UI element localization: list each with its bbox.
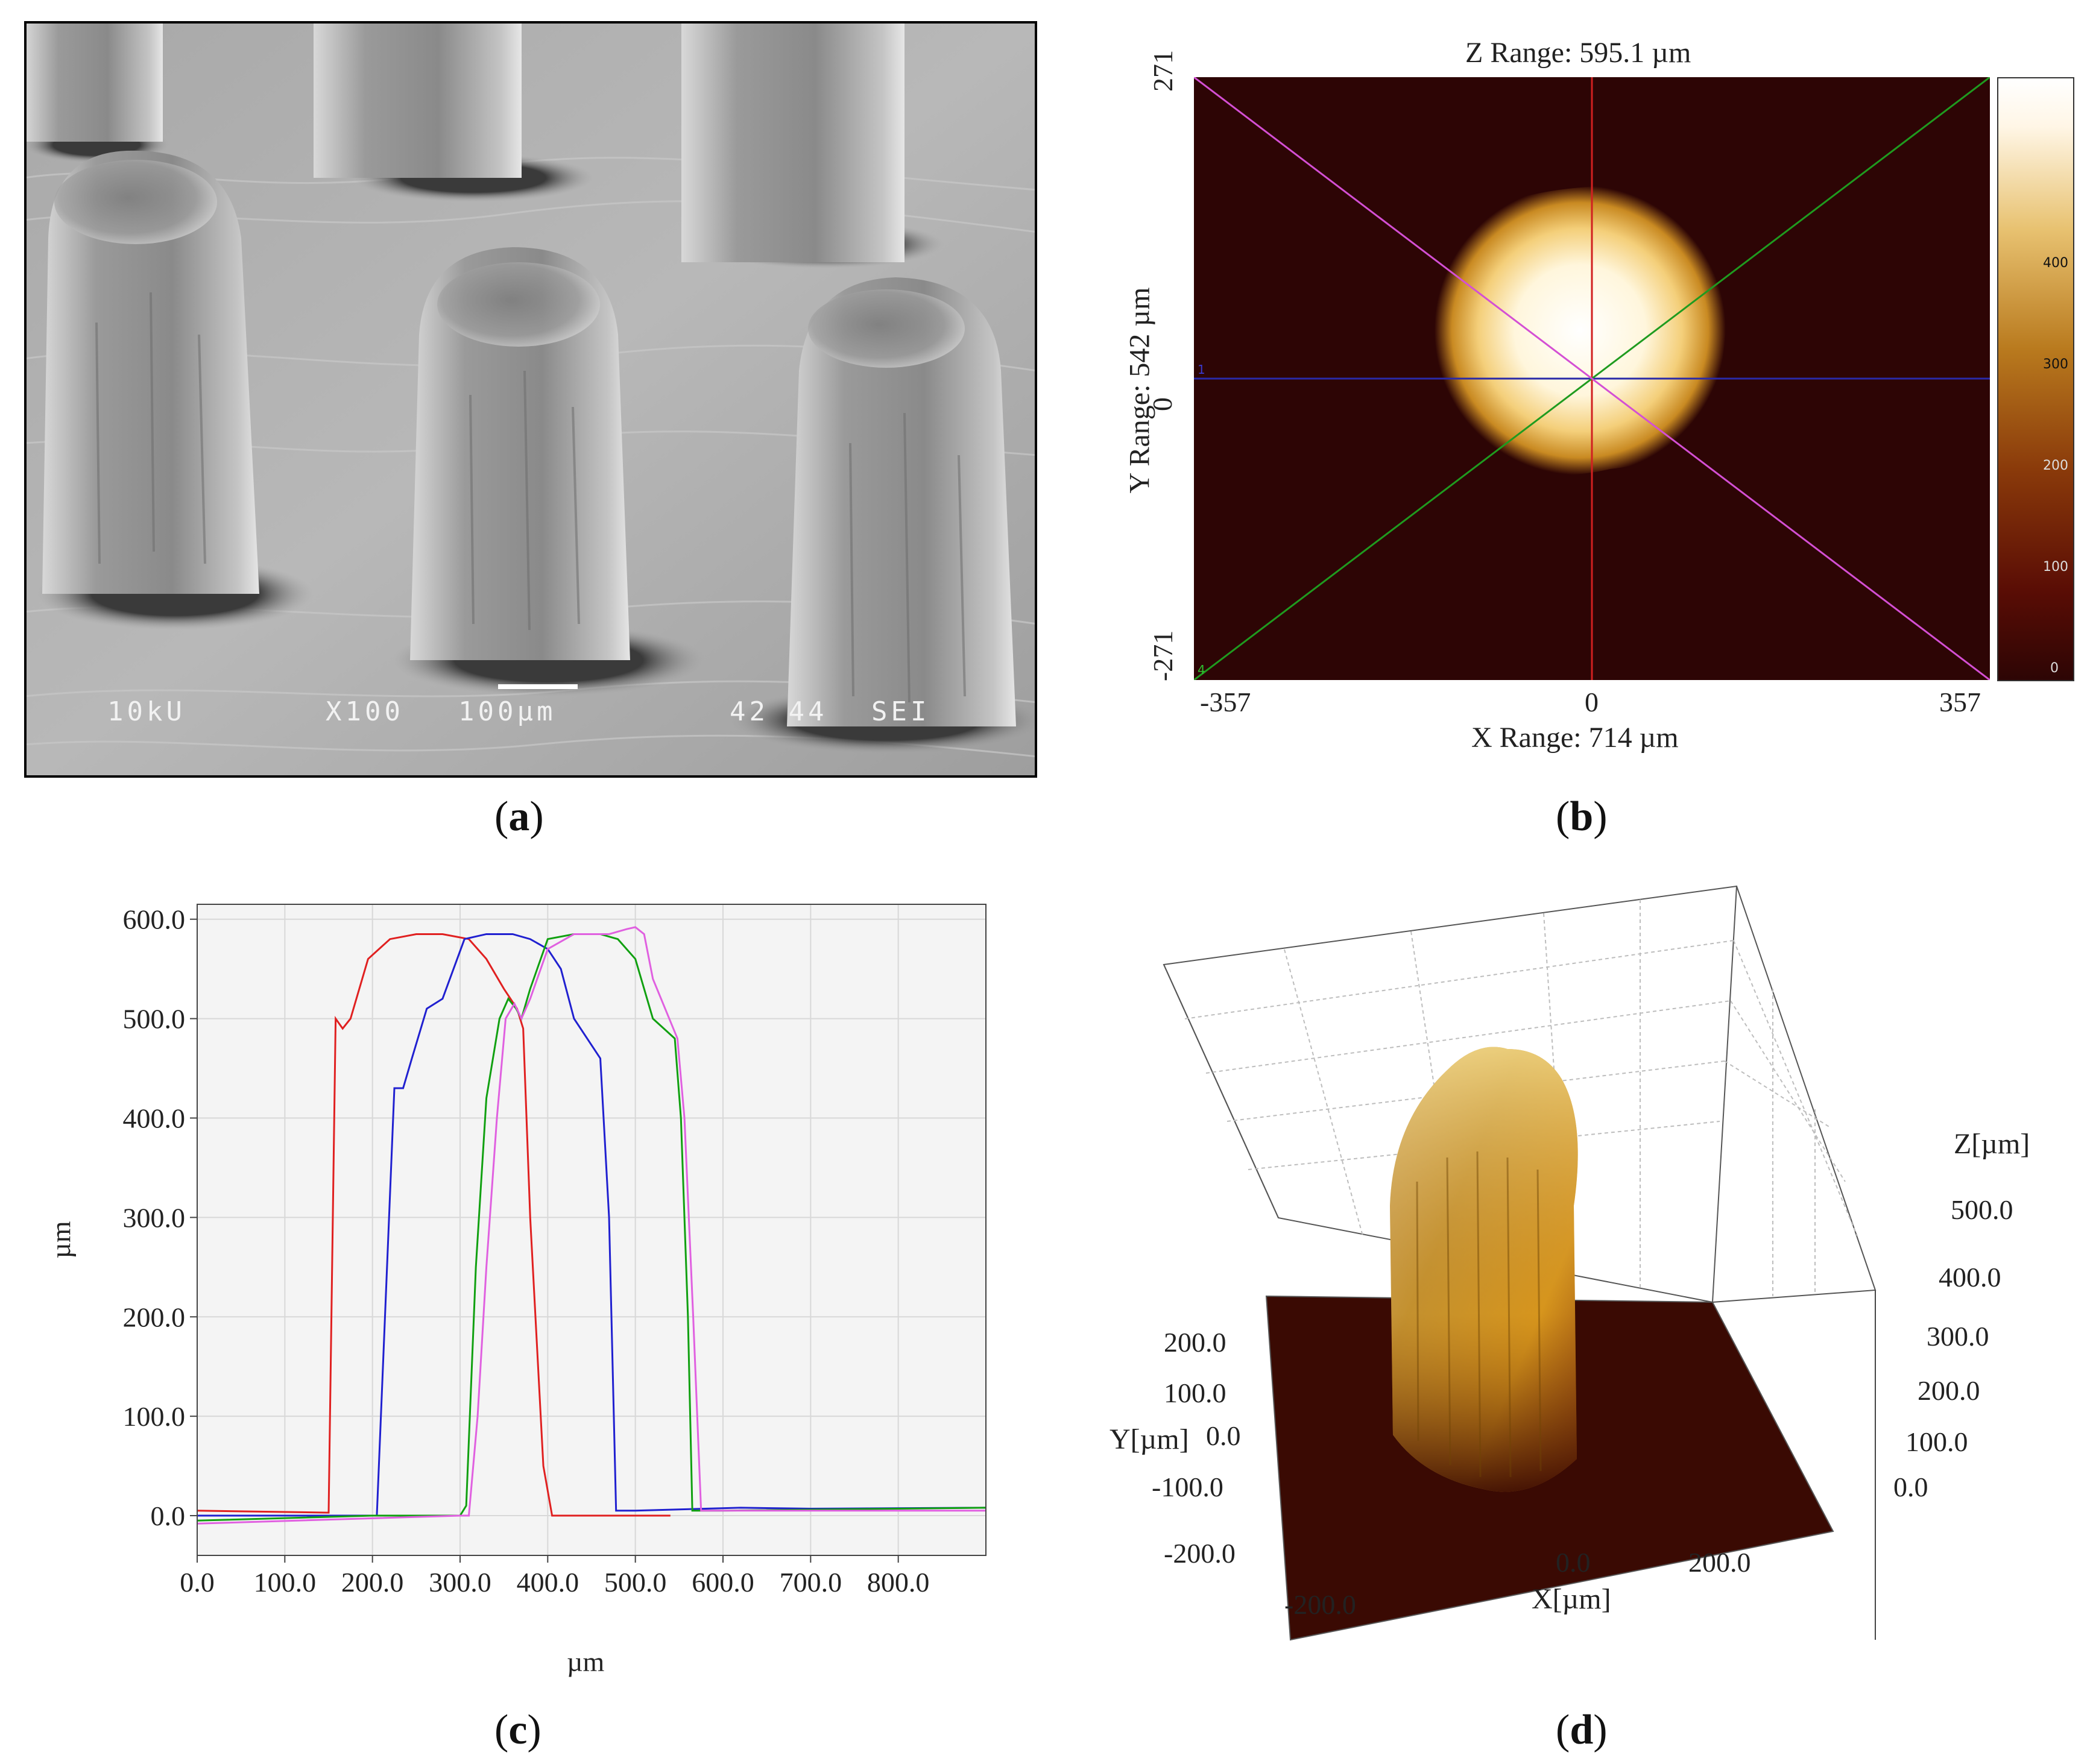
series-magenta — [197, 926, 986, 1525]
colorbar-tick-0: 0 — [2050, 661, 2059, 676]
y-range-label: Y Range: 542 µm — [1123, 287, 1156, 494]
z-axis-label: Z[µm] — [1954, 1128, 2030, 1160]
sem-magnification: X100 — [326, 696, 404, 727]
x-tick-label: 700.0 — [780, 1567, 842, 1598]
sem-pillar-front — [36, 150, 1037, 754]
surface-column — [1390, 1047, 1578, 1492]
x-tick-200: 200.0 — [1688, 1547, 1751, 1578]
caption-b: (b) — [1556, 793, 1608, 840]
y-tick-label: 500.0 — [123, 1004, 186, 1035]
surface-3d — [1163, 885, 1877, 1641]
y-tick-top: 271 — [1148, 50, 1178, 92]
z-tick-0: 0.0 — [1893, 1472, 1928, 1502]
x-tick-label: 800.0 — [867, 1567, 930, 1598]
z-tick-300: 300.0 — [1927, 1321, 1989, 1352]
panel-d: Z[µm] 500.0 400.0 300.0 200.0 100.0 0.0 … — [1110, 868, 2086, 1700]
plot-frame — [197, 904, 987, 1556]
x-tick-label: 400.0 — [517, 1567, 579, 1598]
x-tick-mid: 0 — [1585, 687, 1599, 717]
y-tick-label: 200.0 — [123, 1302, 186, 1332]
sem-pillar-back — [24, 21, 944, 268]
marker-1: 1 — [1198, 362, 1205, 377]
colorbar-tick-100: 100 — [2043, 559, 2068, 575]
x-tick-label: 200.0 — [341, 1567, 404, 1598]
x-tick-0: 0.0 — [1556, 1547, 1591, 1578]
x-tick-label: 0.0 — [180, 1567, 215, 1598]
series-green — [197, 933, 987, 1522]
series-red — [197, 933, 671, 1517]
y-tick-100: 100.0 — [1164, 1378, 1226, 1408]
series-blue — [197, 933, 987, 1517]
x-tick-label: 300.0 — [429, 1567, 491, 1598]
colorbar-tick-300: 300 — [2043, 357, 2068, 372]
z-tick-400: 400.0 — [1939, 1262, 2001, 1293]
x-tick-label: 600.0 — [692, 1567, 754, 1598]
x-tick-left: -357 — [1200, 687, 1251, 717]
plot-area — [197, 904, 987, 1556]
x-tick-label: 500.0 — [604, 1567, 667, 1598]
sem-micrograph — [24, 21, 1037, 778]
sem-voltage: 10kU — [107, 696, 186, 727]
y-tick-label: 600.0 — [123, 904, 186, 935]
z-range-label: Z Range: 595.1 µm — [1465, 37, 1691, 69]
sem-scale-label: 100µm — [458, 696, 557, 727]
y-axis-label: Y[µm] — [1110, 1423, 1189, 1455]
colorbar-tick-400: 400 — [2043, 256, 2068, 271]
y-tick-0: 0.0 — [1206, 1420, 1241, 1451]
sem-mode: SEI — [871, 696, 930, 727]
z-tick-100: 100.0 — [1905, 1426, 1968, 1457]
profile-line-magenta — [1194, 77, 1990, 680]
z-tick-200: 200.0 — [1918, 1375, 1980, 1406]
chart-xlabel: µm — [567, 1646, 605, 1677]
y-tick-200: 200.0 — [1164, 1327, 1226, 1358]
x-tick-label: 100.0 — [254, 1567, 317, 1598]
x-axis-label: X[µm] — [1532, 1583, 1611, 1615]
y-tick-minus-100: -100.0 — [1152, 1472, 1223, 1502]
panel-a: 10kU X100 100µm 42 44 SEI — [24, 21, 1037, 778]
chart-ylabel: µm — [45, 1221, 77, 1259]
y-tick-label: 0.0 — [151, 1501, 186, 1531]
sem-scale-bar — [498, 684, 578, 689]
marker-4: 4 — [1198, 663, 1205, 677]
sem-id: 42 44 — [730, 696, 828, 727]
caption-d: (d) — [1556, 1707, 1608, 1753]
z-tick-500: 500.0 — [1951, 1194, 2013, 1225]
x-range-label: X Range: 714 µm — [1471, 722, 1679, 754]
caption-c: (c) — [494, 1707, 541, 1753]
y-tick-bottom: -271 — [1148, 630, 1178, 681]
height-blob — [1434, 185, 1726, 475]
x-tick-right: 357 — [1939, 687, 1981, 717]
sem-frame — [24, 21, 1037, 778]
caption-a: (a) — [494, 793, 544, 840]
panel-c: 0.0 100.0 200.0 300.0 400.0 500.0 600.0 700.0 80… — [0, 880, 1025, 1694]
y-tick-minus-200: -200.0 — [1164, 1538, 1236, 1569]
colorbar — [1997, 77, 2074, 681]
x-tick-minus-200: -200.0 — [1284, 1589, 1356, 1620]
panel-b: Z Range: 595.1 µm 1 4 271 0 -271 Y Range… — [1110, 36, 2074, 772]
y-tick-label: 400.0 — [123, 1103, 186, 1134]
y-tick-label: 300.0 — [123, 1202, 186, 1233]
colorbar-tick-200: 200 — [2043, 458, 2068, 473]
y-tick-label: 100.0 — [123, 1401, 186, 1432]
profile-chart: 0.0 100.0 200.0 300.0 400.0 500.0 600.0 700.0 80… — [123, 904, 987, 1598]
heightmap: 1 4 — [1194, 77, 1990, 680]
